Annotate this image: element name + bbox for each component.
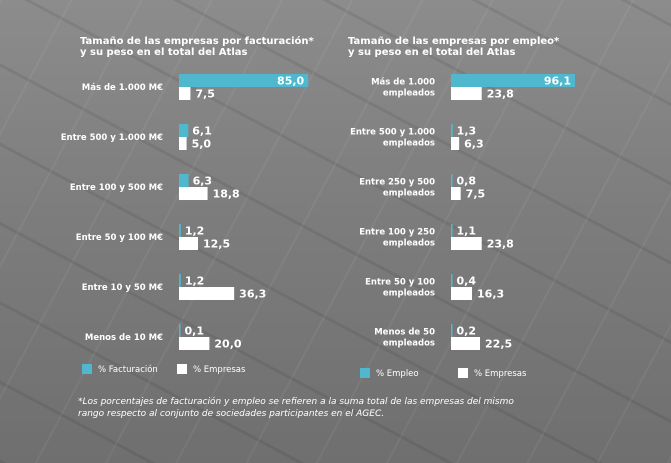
empleo-category-label: empleados xyxy=(383,139,435,149)
facturacion-bar-empresas xyxy=(179,187,208,200)
empleo-category-label: empleados xyxy=(383,239,435,249)
facturacion-category-label: Más de 1.000 M€ xyxy=(82,83,163,93)
empleo-category-label: Entre 50 y 100 xyxy=(365,278,435,288)
facturacion-bar-primary xyxy=(179,274,181,287)
empleo-value-label-empresas: 16,3 xyxy=(477,288,504,301)
empleo-category-label: empleados xyxy=(383,89,435,99)
facturacion-bar-primary xyxy=(179,174,189,187)
facturacion-bar-empresas xyxy=(179,87,191,100)
facturacion-chart-title: y su peso en el total del Atlas xyxy=(80,47,248,58)
empleo-bar-primary xyxy=(451,124,453,137)
empleo-bar-empresas xyxy=(451,337,481,350)
facturacion-value-label-empresas: 36,3 xyxy=(239,288,266,301)
empleo-value-label-primary: 1,3 xyxy=(457,125,477,138)
facturacion-legend-swatch-empresas xyxy=(177,364,187,374)
facturacion-value-label-primary: 1,2 xyxy=(185,275,205,288)
empleo-value-label-empresas: 7,5 xyxy=(466,188,486,201)
facturacion-bar-primary xyxy=(179,124,189,137)
facturacion-legend-label-primary: % Facturación xyxy=(98,364,158,375)
facturacion-category-label: Entre 50 y 100 M€ xyxy=(76,233,163,243)
facturacion-value-label-primary: 6,1 xyxy=(192,125,212,138)
empleo-category-label: Entre 100 y 250 xyxy=(359,228,435,238)
footnote: *Los porcentajes de facturación y empleo… xyxy=(78,397,514,419)
facturacion-bar-empresas xyxy=(179,137,187,150)
empleo-category-label: empleados xyxy=(383,189,435,199)
facturacion-value-label-primary: 1,2 xyxy=(185,225,205,238)
empleo-value-label-empresas: 23,8 xyxy=(487,88,514,101)
empleo-bar-primary xyxy=(451,74,575,87)
empleo-bar-empresas xyxy=(451,287,473,300)
empleo-value-label-primary: 0,8 xyxy=(457,175,477,188)
empleo-value-label-primary: 1,1 xyxy=(457,225,477,238)
facturacion-value-label-empresas: 12,5 xyxy=(203,238,230,251)
facturacion-value-label-primary: 6,3 xyxy=(193,175,213,188)
empleo-value-label-empresas: 22,5 xyxy=(485,338,512,351)
facturacion-bar-primary xyxy=(179,324,181,337)
facturacion-category-label: Entre 10 y 50 M€ xyxy=(82,283,163,293)
facturacion-value-label-empresas: 20,0 xyxy=(214,338,241,351)
facturacion-value-label-primary: 0,1 xyxy=(185,325,205,338)
empleo-chart-title: y su peso en el total del Atlas xyxy=(348,47,516,58)
empleo-value-label-empresas: 6,3 xyxy=(464,138,484,151)
facturacion-bar-empresas xyxy=(179,237,198,250)
empleo-legend-swatch-primary xyxy=(360,368,370,378)
empleo-chart-title: Tamaño de las empresas por empleo* xyxy=(348,36,560,47)
empleo-bar-primary xyxy=(451,224,453,237)
facturacion-category-label: Entre 100 y 500 M€ xyxy=(70,183,163,193)
facturacion-legend-label-empresas: % Empresas xyxy=(193,365,246,375)
facturacion-value-label-primary: 85,0 xyxy=(277,75,304,88)
facturacion-value-label-empresas: 5,0 xyxy=(192,138,212,151)
facturacion-chart-title: Tamaño de las empresas por facturación* xyxy=(80,35,315,47)
empleo-bar-primary xyxy=(451,274,453,287)
empleo-value-label-empresas: 23,8 xyxy=(487,238,514,251)
facturacion-value-label-empresas: 18,8 xyxy=(213,188,240,201)
empleo-bar-empresas xyxy=(451,137,460,150)
facturacion-value-label-empresas: 7,5 xyxy=(195,88,215,101)
empleo-bar-primary xyxy=(451,324,453,337)
empleo-value-label-primary: 0,4 xyxy=(457,275,477,288)
empleo-category-label: Entre 250 y 500 xyxy=(359,178,435,188)
facturacion-bar-empresas xyxy=(179,337,210,350)
empleo-bar-empresas xyxy=(451,237,482,250)
empleo-value-label-primary: 0,2 xyxy=(457,325,477,338)
empleo-category-label: empleados xyxy=(383,339,435,349)
empleo-category-label: Menos de 50 xyxy=(374,328,435,338)
empleo-legend-label-empresas: % Empresas xyxy=(474,369,527,379)
facturacion-bar-empresas xyxy=(179,287,235,300)
empleo-bar-empresas xyxy=(451,87,482,100)
facturacion-legend-swatch-primary xyxy=(82,364,92,374)
facturacion-bar-primary xyxy=(179,224,181,237)
empleo-legend-label-primary: % Empleo xyxy=(376,369,419,379)
empleo-legend-swatch-empresas xyxy=(458,368,468,378)
empleo-bar-primary xyxy=(451,174,453,187)
facturacion-category-label: Entre 500 y 1.000 M€ xyxy=(61,133,163,143)
facturacion-bar-primary xyxy=(179,74,309,87)
empleo-category-label: Más de 1.000 xyxy=(371,78,435,88)
empleo-category-label: Entre 500 y 1.000 xyxy=(350,128,435,138)
empleo-bar-empresas xyxy=(451,187,461,200)
empleo-category-label: empleados xyxy=(383,289,435,299)
facturacion-category-label: Menos de 10 M€ xyxy=(85,333,163,343)
empleo-value-label-primary: 96,1 xyxy=(544,75,571,88)
